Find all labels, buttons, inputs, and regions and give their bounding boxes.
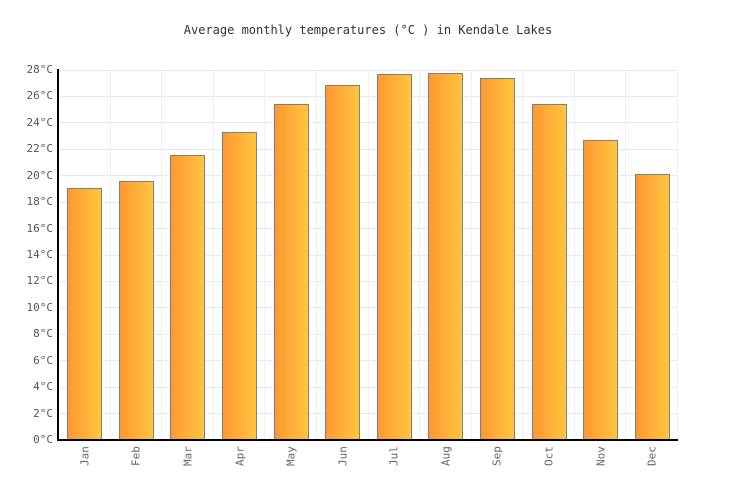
y-tick-label-2: 2°C [33,406,53,420]
bar-may[interactable] [273,104,309,440]
x-tick-label-may: May [284,446,298,466]
bar-jul[interactable] [376,73,412,440]
x-tick-label-oct: Oct [542,446,556,466]
gridline-horizontal [59,122,678,124]
bar-dec[interactable] [634,174,670,440]
x-axis-line [57,439,678,441]
gridline-vertical [573,70,575,440]
gridline-vertical [677,70,678,440]
bar-mar[interactable] [170,154,206,440]
bar-sep[interactable] [479,77,515,440]
bar-oct[interactable] [531,104,567,440]
gridline-horizontal [59,360,678,362]
y-tick-label-28: 28°C [26,63,54,76]
bar-apr[interactable] [222,132,258,440]
y-tick-label-26: 26°C [26,89,54,103]
gridline-horizontal [59,413,678,415]
x-tick-label-jul: Jul [387,446,401,466]
y-tick-label-18: 18°C [26,195,54,209]
gridline-vertical [367,70,369,440]
x-tick-label-dec: Dec [645,446,659,466]
y-tick-label-6: 6°C [33,353,53,367]
x-tick-label-sep: Sep [490,446,504,466]
y-tick-label-24: 24°C [26,115,54,129]
x-tick-label-jun: Jun [336,446,350,466]
x-tick-label-mar: Mar [181,446,195,466]
gridline-vertical [109,70,111,440]
y-tick-label-16: 16°C [26,221,54,235]
gridline-vertical [264,70,266,440]
gridline-horizontal [59,333,678,335]
gridline-horizontal [59,95,678,97]
y-tick-label-8: 8°C [33,327,53,341]
gridline-horizontal [59,175,678,177]
y-tick-label-10: 10°C [26,300,54,314]
gridline-vertical [522,70,524,440]
gridline-vertical [419,70,421,440]
gridline-horizontal [59,148,678,150]
gridline-vertical [625,70,627,440]
x-tick-label-feb: Feb [129,446,143,466]
gridline-vertical [470,70,472,440]
gridline-vertical [161,70,163,440]
x-tick-label-jan: Jan [78,446,92,466]
gridline-vertical [315,70,317,440]
y-axis-line [57,69,59,441]
gridline-vertical [212,70,214,440]
gridline-horizontal [59,307,678,309]
x-tick-label-aug: Aug [439,446,453,466]
y-tick-label-22: 22°C [26,142,54,156]
bar-jun[interactable] [325,84,361,440]
x-tick-label-nov: Nov [594,446,608,466]
y-tick-label-14: 14°C [26,248,54,261]
gridline-horizontal [59,201,678,203]
y-tick-label-12: 12°C [26,274,54,288]
y-tick-label-0: 0°C [33,433,53,446]
plot-area [59,69,678,440]
gridline-horizontal [59,69,678,71]
chart-title: Average monthly temperatures (°C ) in Ke… [183,23,553,37]
bar-jan[interactable] [67,187,103,440]
bar-nov[interactable] [583,140,619,440]
gridline-horizontal [59,386,678,388]
y-tick-label-20: 20°C [26,168,54,182]
gridline-horizontal [59,280,678,282]
x-tick-label-apr: Apr [233,446,247,466]
bar-feb[interactable] [118,181,154,440]
bar-aug[interactable] [428,72,464,440]
x-axis-labels: Jan Feb Mar Apr May Jun Jul Aug Sep Oct Nov Dec [59,441,678,496]
gridline-horizontal [59,254,678,256]
y-tick-label-4: 4°C [33,380,53,394]
gridline-horizontal [59,228,678,230]
